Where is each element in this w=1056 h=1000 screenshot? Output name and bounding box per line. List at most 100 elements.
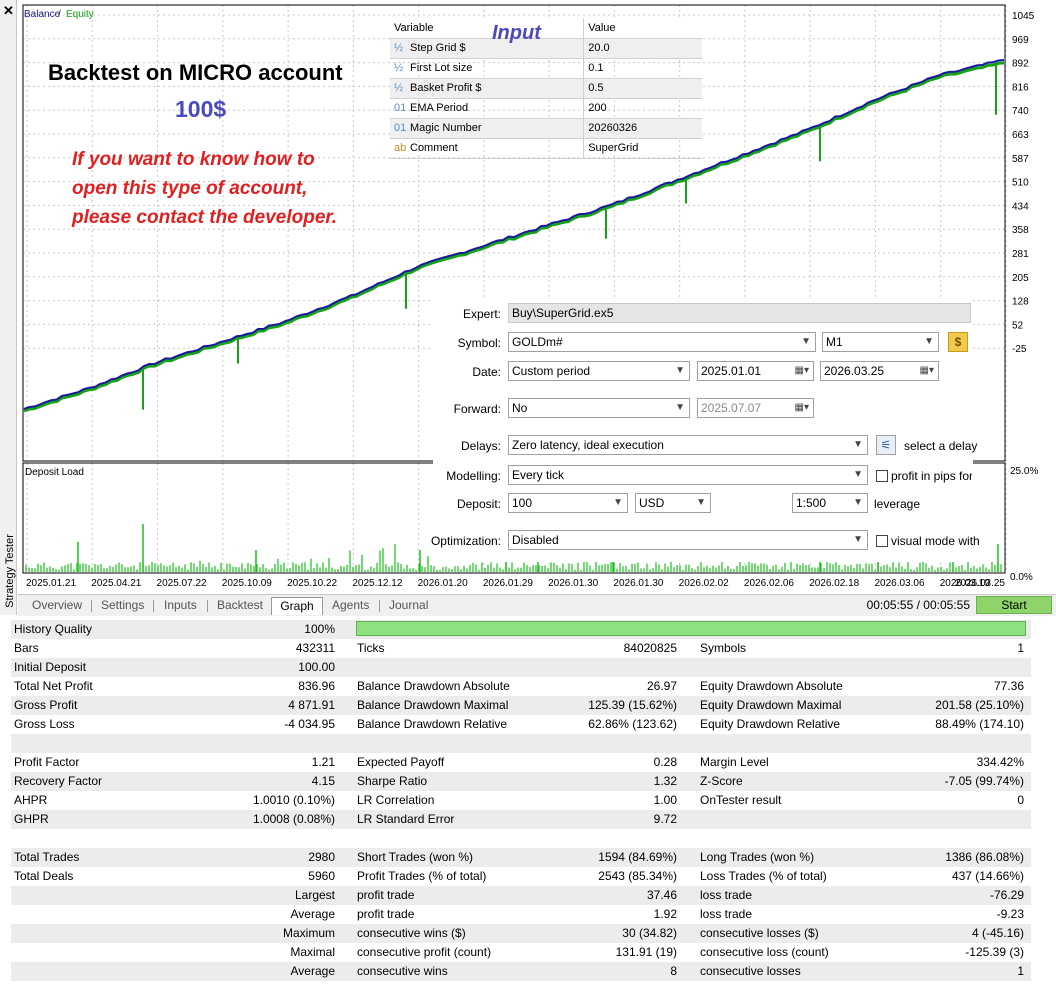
close-icon[interactable]: ✕ (3, 3, 14, 18)
left-strip (0, 0, 17, 615)
input-row[interactable]: 01 EMA Period 200 (390, 98, 702, 119)
report-row: Maximum consecutive wins ($) 30 (34.82) con… (11, 924, 1031, 943)
date-to-field[interactable]: 2026.03.25 ▦▾ (820, 361, 939, 381)
y-tick-label: 816 (1012, 82, 1029, 93)
x-tick-label: 2026.02.18 (809, 578, 859, 589)
tab-agents[interactable]: Agents (332, 598, 370, 612)
x-tick-label: 2025.10.22 (287, 578, 337, 589)
maximal-loss-value: -125.39 (3) (965, 945, 1024, 959)
load-tick-top: 25.0% (1010, 466, 1038, 477)
zscore-value: -7.05 (99.74%) (944, 774, 1024, 788)
avg-wins-value: 8 (670, 964, 677, 978)
max-losses-label: consecutive losses ($) (700, 926, 819, 940)
tab-graph[interactable]: Graph (271, 597, 323, 615)
fraction-icon: ½ (394, 62, 404, 74)
x-axis-ticks: 2025.01.21 2025.04.21 2025.07.22 2025.10.09… (26, 578, 1005, 589)
forward-label: Forward: (453, 402, 501, 416)
input-title: Input (492, 22, 541, 44)
modelling-label: Modelling: (446, 469, 501, 483)
date-mode-select[interactable]: Custom period ▼ (508, 361, 690, 381)
y-tick-label: 128 (1012, 297, 1029, 308)
x-tick-label: 2026.03.06 (874, 578, 924, 589)
profit-factor-value: 1.21 (311, 755, 335, 769)
tab-settings[interactable]: Settings (101, 598, 145, 612)
deposit-select[interactable]: 100 ▼ (508, 493, 628, 513)
select-delay-link[interactable]: select a delay (904, 439, 978, 453)
input-row[interactable]: ½ Basket Profit $0.5 (390, 78, 702, 99)
net-profit-label: Total Net Profit (14, 679, 93, 693)
tab-journal[interactable]: Journal (389, 598, 429, 612)
eq-dd-abs-label: Equity Drawdown Absolute (700, 679, 843, 693)
avg-wins-label: consecutive wins (357, 964, 448, 978)
ticks-label: Ticks (357, 641, 385, 655)
y-tick-label: 281 (1012, 249, 1029, 260)
drawdown-spikes (142, 64, 997, 410)
calendar-icon: ▦▾ (794, 365, 809, 376)
input-row[interactable]: ab Comment SuperGrid (390, 138, 702, 159)
input-row[interactable]: 01 Magic Number 20260326 (390, 118, 702, 139)
max-wins-value: 30 (34.82) (622, 926, 677, 940)
initial-deposit-value: 100.00 (298, 660, 335, 674)
delays-select[interactable]: Zero latency, ideal execution ▼ (508, 435, 868, 455)
recovery-factor-label: Recovery Factor (14, 774, 103, 788)
avg-loss-label: loss trade (700, 907, 753, 921)
modelling-select[interactable]: Every tick ▼ (508, 465, 868, 485)
delay-settings-icon[interactable]: ⚟ (876, 435, 896, 455)
profit-pips-checkbox[interactable] (876, 470, 888, 482)
load-tick-bottom: 0.0% (1010, 572, 1033, 583)
date-from-field[interactable]: 2025.01.01 ▦▾ (697, 361, 814, 381)
y-tick-label: -25 (1012, 344, 1027, 355)
start-button[interactable]: Start (976, 596, 1052, 614)
symbol-spec-icon[interactable]: $ (948, 332, 968, 352)
forward-date-field[interactable]: 2025.07.07 ▦▾ (697, 398, 814, 418)
forward-select[interactable]: No ▼ (508, 398, 690, 418)
ghpr-label: GHPR (14, 812, 49, 826)
eq-dd-abs-value: 77.36 (993, 679, 1024, 693)
y-tick-label: 892 (1012, 59, 1029, 70)
total-trades-value: 2980 (308, 850, 335, 864)
total-trades-label: Total Trades (14, 850, 80, 864)
input-row[interactable]: ½ First Lot size 0.1 (390, 58, 702, 79)
optimization-select[interactable]: Disabled ▼ (508, 530, 868, 550)
chevron-down-icon: ▼ (801, 336, 811, 347)
leverage-label: leverage (874, 497, 921, 511)
contact-line-3: please contact the developer. (72, 207, 338, 228)
chevron-down-icon: ▼ (853, 439, 863, 450)
expert-label: Expert: (462, 307, 501, 321)
y-tick-label: 358 (1012, 225, 1029, 236)
y-tick-label: 969 (1012, 35, 1029, 46)
y-tick-label: 434 (1012, 201, 1029, 212)
tab-inputs[interactable]: Inputs (164, 598, 197, 612)
zscore-label: Z-Score (700, 774, 743, 788)
y-tick-label: 1045 (1012, 11, 1035, 22)
avg-profit-label: profit trade (357, 907, 415, 921)
largest-loss-label: loss trade (700, 888, 753, 902)
bal-dd-rel-value: 62.86% (123.62) (588, 717, 677, 731)
leverage-select[interactable]: 1:500 ▼ (792, 493, 868, 513)
currency-select[interactable]: USD ▼ (635, 493, 711, 513)
sharpe-value: 1.32 (653, 774, 677, 788)
chevron-down-icon: ▼ (924, 336, 934, 347)
largest-loss-value: -76.29 (989, 888, 1024, 902)
x-tick-label: 2025.12.12 (352, 578, 402, 589)
ticks-value: 84020825 (623, 641, 677, 655)
eq-dd-rel-value: 88.49% (174.10) (935, 717, 1024, 731)
x-tick-label: 2026.01.30 (613, 578, 663, 589)
largest-profit-label: profit trade (357, 888, 415, 902)
initial-deposit-label: Initial Deposit (14, 660, 87, 674)
visual-mode-checkbox[interactable] (876, 535, 888, 547)
tab-overview[interactable]: Overview (32, 598, 83, 612)
fraction-icon: ½ (394, 82, 404, 94)
largest-label: Largest (294, 888, 335, 902)
symbol-select[interactable]: GOLDm# ▼ (508, 332, 816, 352)
input-row[interactable]: ½ Step Grid $20.0 (390, 38, 702, 59)
expert-field[interactable]: Buy\SuperGrid.ex5 (508, 303, 971, 323)
lr-err-label: LR Standard Error (357, 812, 455, 826)
tab-backtest[interactable]: Backtest (217, 598, 264, 612)
timeframe-select[interactable]: M1 ▼ (822, 332, 939, 352)
optimization-label: Optimization: (430, 534, 501, 548)
y-tick-label: 52 (1012, 320, 1024, 331)
avg-losses-value: 1 (1017, 964, 1024, 978)
report-row: Average profit trade 1.92 loss trade -9.23 (11, 905, 1031, 924)
integer-icon: 01 (394, 102, 407, 114)
